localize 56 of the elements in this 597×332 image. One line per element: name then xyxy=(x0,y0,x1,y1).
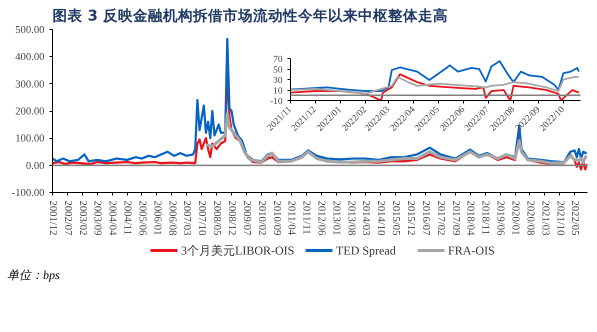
x-tick-label: 2017/09 xyxy=(450,200,461,236)
y-tick-label: 0.00 xyxy=(26,160,45,172)
y-tick-label: -10 xyxy=(270,97,283,107)
line-series xyxy=(52,38,588,164)
x-tick-label: 2013/01 xyxy=(330,200,342,236)
x-tick-label: 2021/10 xyxy=(554,200,566,236)
x-tick-label: 2016/07 xyxy=(420,200,431,236)
x-tick-label: 2004/04 xyxy=(106,200,118,236)
x-tick-label: 2013/08 xyxy=(345,200,356,236)
y-tick-label: 50 xyxy=(273,66,283,76)
x-tick-label: 2018/04 xyxy=(464,200,476,236)
legend-label: 3个月美元LIBOR-OIS xyxy=(181,244,294,258)
x-tick-label: 2020/01 xyxy=(510,200,521,236)
x-tick-label: 2019/06 xyxy=(494,200,506,236)
x-tick-label: 2010/02 xyxy=(256,200,267,236)
x-tick-label: 2006/08 xyxy=(166,200,178,236)
x-tick-label: 2011/11 xyxy=(300,200,312,235)
text: 单位：bps xyxy=(7,267,60,284)
x-tick-label: 2015/05 xyxy=(390,200,402,236)
legend-label: FRA-OIS xyxy=(448,244,495,258)
y-tick-label: 200.00 xyxy=(15,106,45,118)
x-tick-label: 2003/02 xyxy=(76,200,88,236)
line-series xyxy=(290,60,580,92)
chart-title: 图表 3 反映金融机构拆借市场流动性今年以来中枢整体走高 xyxy=(52,6,448,24)
y-tick-label: 70 xyxy=(273,55,283,65)
x-tick-label: 2018/11 xyxy=(480,200,491,236)
x-tick-label: 2017/02 xyxy=(435,200,446,236)
x-tick-label: 2014/10 xyxy=(375,200,386,236)
line-series xyxy=(290,76,580,95)
legend-label: TED Spread xyxy=(336,244,396,258)
x-tick-label: 2012/06 xyxy=(316,200,327,236)
x-tick-label: 2007/03 xyxy=(181,200,192,236)
x-tick-label: 2007/10 xyxy=(196,200,208,236)
x-tick-label: 2005/06 xyxy=(136,200,148,236)
x-tick-label: 2008/05 xyxy=(211,200,222,236)
y-tick-label: 400.00 xyxy=(15,52,45,64)
y-tick-label: 100.00 xyxy=(15,134,45,145)
x-tick-label: 2008/12 xyxy=(226,200,238,236)
y-tick-label: 10 xyxy=(273,86,283,96)
x-tick-label: 2004/11 xyxy=(122,200,133,236)
y-tick-label: -100.00 xyxy=(12,188,45,199)
x-tick-label: 2010/09 xyxy=(270,200,282,236)
y-tick-label: 30 xyxy=(273,76,283,86)
x-tick-label: 2015/12 xyxy=(405,200,416,236)
x-tick-label: 2020/08 xyxy=(524,200,536,236)
y-tick-label: 500.00 xyxy=(15,25,45,36)
x-tick-label: 2014/03 xyxy=(360,200,372,236)
y-tick-label: 300.00 xyxy=(15,79,45,90)
x-tick-label: 2003/09 xyxy=(92,200,103,236)
x-tick-label: 2009/07 xyxy=(240,200,252,236)
x-tick-label: 2011/04 xyxy=(286,200,297,236)
x-tick-label: 2006/01 xyxy=(151,200,162,236)
x-tick-label: 2001/12 xyxy=(47,200,58,236)
x-tick-label: 2022/05 xyxy=(569,200,580,236)
x-tick-label: 2002/07 xyxy=(62,200,73,236)
x-tick-label: 2021/03 xyxy=(539,200,550,236)
